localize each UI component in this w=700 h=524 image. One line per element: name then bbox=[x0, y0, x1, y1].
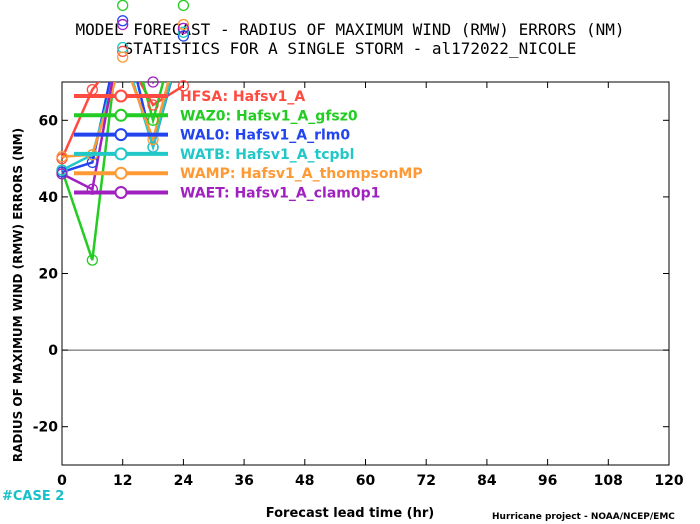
x-tick-label: 96 bbox=[538, 473, 557, 489]
x-tick-label: 84 bbox=[477, 473, 497, 489]
legend-marker bbox=[114, 128, 128, 142]
x-tick-label: 48 bbox=[295, 473, 314, 489]
legend-label: WAET: Hafsv1_A_clam0p1 bbox=[180, 186, 380, 202]
credit-text: Hurricane project - NOAA/NCEP/EMC bbox=[492, 512, 675, 522]
legend-marker bbox=[114, 186, 128, 199]
legend-label: WAL0: Hafsv1_A_rlm0 bbox=[180, 128, 350, 144]
x-tick-label: 0 bbox=[57, 473, 67, 489]
y-tick-label: 0 bbox=[48, 343, 58, 359]
data-point bbox=[177, 80, 190, 92]
series-lines bbox=[60, 82, 185, 261]
series-line-3 bbox=[61, 82, 172, 172]
legend-label: WAMP: Hafsv1_A_thompsonMP bbox=[180, 166, 423, 182]
series-line-1 bbox=[60, 82, 165, 261]
chart-subtitle: STATISTICS FOR A SINGLE STORM - al172022… bbox=[123, 39, 577, 58]
data-point bbox=[117, 45, 129, 58]
data-point bbox=[177, 0, 190, 12]
x-axis-label: Forecast lead time (hr) bbox=[265, 506, 435, 521]
x-tick-label: 72 bbox=[416, 473, 435, 489]
data-point bbox=[177, 30, 190, 42]
legend-label: WATB: Hafsv1_A_tcpbl bbox=[180, 147, 354, 163]
data-point bbox=[117, 18, 129, 31]
data-point bbox=[177, 22, 190, 35]
x-tick-label: 60 bbox=[356, 473, 376, 489]
legend-marker bbox=[114, 108, 128, 122]
legend-marker bbox=[114, 166, 128, 180]
x-tick-label: 24 bbox=[174, 473, 194, 489]
case-label: #CASE 2 bbox=[2, 489, 65, 504]
chart-title: MODEL FORECAST - RADIUS OF MAXIMUM WIND … bbox=[75, 20, 625, 39]
y-tick-label: 60 bbox=[39, 113, 59, 129]
data-point bbox=[86, 254, 98, 266]
y-tick-label: -20 bbox=[33, 420, 59, 436]
legend-label: WAZ0: Hafsv1_A_gfsz0 bbox=[180, 108, 358, 124]
data-point bbox=[117, 15, 129, 27]
data-point bbox=[86, 156, 98, 169]
data-point bbox=[117, 51, 129, 63]
x-tick-label: 12 bbox=[113, 473, 132, 489]
data-point bbox=[56, 168, 68, 180]
data-point bbox=[177, 26, 190, 38]
data-point bbox=[147, 99, 159, 111]
data-point bbox=[147, 76, 159, 88]
legend-marker bbox=[114, 89, 128, 103]
data-point bbox=[117, 0, 129, 12]
x-tick-label: 120 bbox=[654, 473, 683, 489]
data-point bbox=[56, 151, 68, 163]
x-tick-label: 36 bbox=[234, 473, 253, 489]
data-point bbox=[56, 164, 68, 176]
data-point bbox=[177, 18, 190, 31]
y-tick-label: 40 bbox=[39, 190, 59, 206]
legend-marker bbox=[114, 147, 128, 161]
x-tick-label: 108 bbox=[594, 473, 623, 489]
y-axis-label: RADIUS OF MAXIMUM WIND (RMW) ERRORS (NM) bbox=[11, 127, 25, 463]
y-tick-label: 20 bbox=[39, 267, 59, 283]
legend-label: HFSA: Hafsv1_A bbox=[180, 89, 305, 105]
series-line-5 bbox=[61, 82, 155, 192]
